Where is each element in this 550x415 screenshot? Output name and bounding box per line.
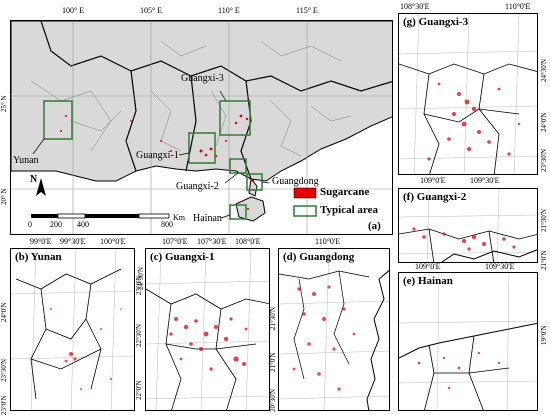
- county-boundaries: [424, 335, 510, 410]
- inset-b-lon-tick: 99°30'E: [60, 237, 86, 246]
- scale-tick-0: 0: [28, 220, 32, 229]
- inset-c-lat-tick: 23°0'N: [135, 275, 143, 295]
- main-lat-tick: 25° N: [0, 95, 8, 112]
- coastline: [441, 249, 537, 262]
- inset-c-lon-tick: 107°30'E: [197, 237, 227, 246]
- inset-d-lat-tick: 20°30'N: [269, 388, 277, 412]
- inset-e-lat-tick: 19°0'N: [540, 325, 548, 345]
- county-boundaries: [15, 268, 122, 400]
- graticule: [11, 249, 134, 410]
- main-lon-tick: 115° E: [296, 6, 318, 15]
- sugarcane-dots: [427, 82, 521, 161]
- area-label-guangdong: Guangdong: [272, 176, 319, 187]
- sugarcane-dots: [169, 317, 248, 371]
- inset-f-lon-tick: 109°30'E: [485, 262, 515, 271]
- inset-d-lon-tick: 110°0'E: [315, 237, 341, 246]
- main-lon-tick: 105° E: [140, 6, 163, 15]
- north-arrow-icon: [36, 178, 46, 196]
- inset-g-guangxi-3: (g) Guangxi-3: [398, 13, 538, 175]
- leader-lines: [32, 90, 270, 219]
- inset-g-lon-tick: 108°30'E: [400, 2, 430, 11]
- peninsula: [248, 177, 258, 197]
- sugarcane-dots: [292, 285, 356, 391]
- inset-c-lat-tick: 22°0'N: [135, 380, 143, 400]
- coastline: [399, 322, 537, 359]
- graticule: [399, 273, 537, 410]
- scale-unit: Km: [173, 213, 185, 222]
- inset-d-lat-tick: 21°0'N: [269, 352, 277, 372]
- box-guangxi-1: [188, 132, 216, 164]
- legend-typical-area-label: Typical area: [320, 204, 378, 216]
- graticule: [146, 249, 269, 410]
- scale-tick-800: 800: [161, 220, 173, 229]
- graticule: [399, 14, 537, 174]
- inset-b-yunan: (b) Yunan: [10, 248, 135, 411]
- area-label-hainan: Hainan: [193, 213, 222, 224]
- scale-bar: [31, 213, 170, 219]
- inset-e-hainan: (e) Hainan: [398, 272, 538, 411]
- province-boundary: [40, 21, 392, 92]
- land-mass: [11, 21, 392, 182]
- panel-label-a: (a): [368, 220, 381, 232]
- legend-sugarcane-label: Sugarcane: [320, 186, 370, 198]
- sugarcane-dots: [60, 114, 255, 210]
- hainan-island: [235, 196, 266, 222]
- inset-g-lat-tick: 23°30'N: [540, 148, 548, 172]
- inset-g-lat-tick: 24°0'N: [540, 112, 548, 132]
- province-boundary: [125, 70, 137, 172]
- scale-tick-200: 200: [50, 220, 62, 229]
- coastline: [366, 270, 389, 410]
- main-lon-tick: 100° E: [62, 6, 85, 15]
- inset-b-title: (b) Yunan: [15, 251, 62, 263]
- sugarcane-dots: [417, 351, 501, 390]
- inset-b-lon-tick: 99°0'E: [30, 237, 52, 246]
- inset-c-lon-tick: 108°0'E: [235, 237, 261, 246]
- graticule: [279, 249, 389, 410]
- sugarcane-dots: [412, 227, 516, 251]
- inset-g-lon-tick: 109°0'E: [420, 176, 446, 185]
- area-label-yunan: Yunan: [13, 155, 39, 166]
- county-boundaries: [30, 40, 352, 157]
- county-boundaries: [146, 288, 269, 410]
- main-map-canvas: [11, 21, 392, 234]
- box-guangxi-3: [219, 100, 251, 136]
- scale-tick-400: 400: [77, 220, 89, 229]
- area-label-guangxi-1: Guangxi-1: [136, 150, 179, 161]
- inset-d-lat-tick: 21°30'N: [269, 306, 277, 330]
- inset-d-guangdong: (d) Guangdong: [278, 248, 390, 411]
- inset-f-title: (f) Guangxi-2: [403, 191, 467, 203]
- main-lon-tick: 110° E: [218, 6, 240, 15]
- inset-g-lon-tick: 109°30'E: [470, 176, 500, 185]
- inset-c-lat-tick: 22°30'N: [135, 323, 143, 347]
- inset-d-title: (d) Guangdong: [283, 251, 355, 263]
- graticule: [11, 21, 392, 234]
- inset-f-lat-tick: 21°30'N: [540, 208, 548, 232]
- inset-b-lat-tick: 24°0'N: [0, 302, 8, 322]
- inset-g-lat-tick: 24°30'N: [540, 58, 548, 82]
- box-hainan: [229, 204, 247, 220]
- inset-b-lon-tick: 100°0'E: [100, 237, 126, 246]
- main-map-panel: Guangxi-3 Yunan Guangxi-1 Guangdong Guan…: [10, 20, 393, 235]
- north-arrow-label: N: [30, 174, 38, 185]
- area-label-guangxi-2: Guangxi-2: [176, 181, 219, 192]
- county-boundaries: [279, 270, 370, 380]
- inset-c-lon-tick: 107°0'E: [162, 237, 188, 246]
- inset-e-title: (e) Hainan: [403, 275, 453, 287]
- inset-f-lat-tick: 21°0'N: [540, 250, 548, 270]
- inset-c-title: (c) Guangxi-1: [150, 251, 215, 263]
- legend-sugarcane-swatch: [293, 187, 317, 199]
- inset-f-lon-tick: 109°0'E: [415, 262, 441, 271]
- county-boundaries: [399, 63, 537, 174]
- inset-c-guangxi-1: (c) Guangxi-1: [145, 248, 270, 411]
- inset-f-guangxi-2: (f) Guangxi-2: [398, 188, 538, 263]
- legend-typical-area-swatch: [293, 205, 317, 217]
- inset-b-lat-tick: 23°0'N: [0, 395, 8, 415]
- box-yunan: [43, 100, 73, 140]
- sugarcane-dots: [40, 308, 122, 390]
- inset-g-title: (g) Guangxi-3: [403, 16, 469, 28]
- inset-b-lat-tick: 23°30'N: [0, 358, 8, 382]
- main-lat-tick: 20° N: [0, 188, 8, 205]
- inset-g-lon-tick: 110°0'E: [505, 2, 531, 11]
- area-label-guangxi-3: Guangxi-3: [181, 73, 224, 84]
